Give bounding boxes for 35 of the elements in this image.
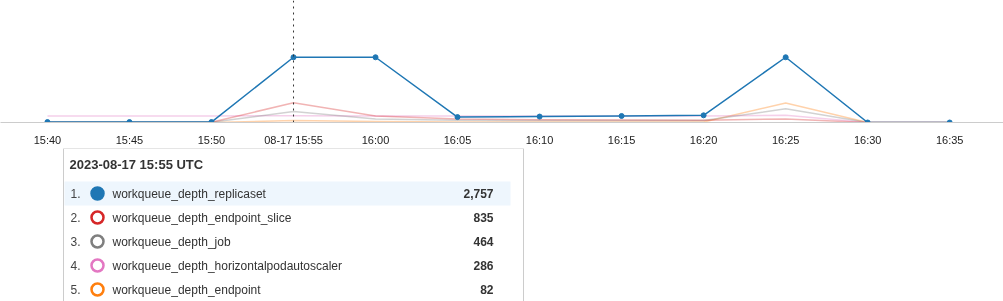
x-tick-label: 16:20: [689, 133, 718, 146]
legend-label: workqueue_depth_job: [111, 234, 231, 249]
text: 4.: [70, 259, 81, 273]
legend-label: workqueue_depth_endpoint_slice: [111, 210, 292, 225]
text: 82: [480, 283, 494, 297]
text: 835: [473, 211, 494, 225]
x-tick-label: 15:40: [33, 133, 62, 146]
x-tick-label: 16:15: [607, 133, 636, 146]
text: 1.: [70, 187, 81, 201]
legend-label: workqueue_depth_endpoint: [111, 282, 262, 297]
legend-label: workqueue_depth_replicaset: [111, 186, 267, 201]
point: [290, 54, 297, 61]
x-tick-label: 16:10: [525, 133, 554, 146]
x-tick-label: 16:35: [935, 133, 964, 146]
legend-title: 2023-08-17 15:55 UTC: [69, 157, 204, 172]
legend-label: workqueue_depth_horizontalpodautoscaler: [111, 258, 342, 273]
x-tick-label: 16:25: [771, 133, 800, 146]
text: 2.: [70, 211, 81, 225]
x-tick-label: 15:45: [115, 133, 144, 146]
point: [454, 114, 461, 121]
x-tick-label: 16:30: [853, 133, 882, 146]
x-tick-label: 15:50: [197, 133, 226, 146]
x-tick-label: 16:00: [361, 133, 390, 146]
point: [372, 54, 379, 61]
text: 286: [473, 259, 494, 273]
point: [782, 54, 789, 61]
point: [700, 112, 707, 119]
text: 3.: [70, 235, 81, 249]
text: 5.: [70, 283, 81, 297]
point: [536, 113, 543, 120]
text: 2,757: [463, 187, 494, 201]
point: [618, 112, 625, 119]
x-tick-label: 08-17 15:55: [264, 133, 323, 146]
text: 464: [473, 235, 494, 249]
x-tick-label: 16:05: [443, 133, 472, 146]
